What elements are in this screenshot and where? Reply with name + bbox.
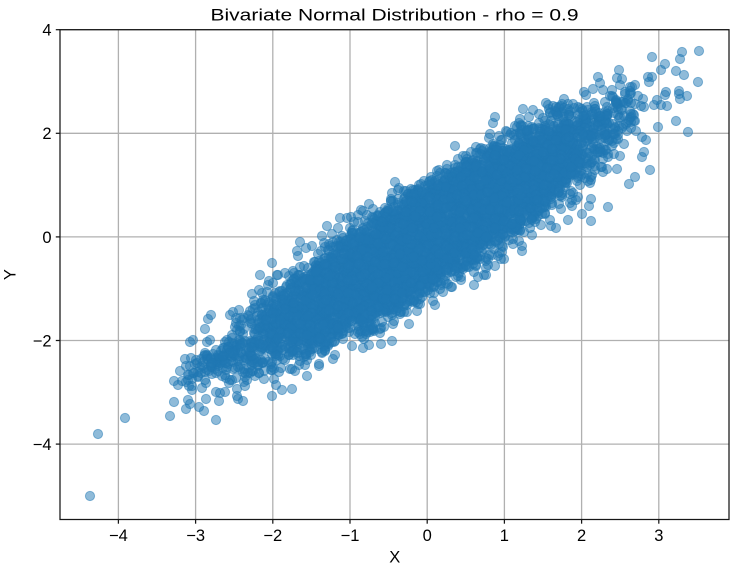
svg-text:−1: −1 xyxy=(341,527,360,545)
svg-text:−4: −4 xyxy=(109,527,128,545)
svg-text:Bivariate Normal Distribution: Bivariate Normal Distribution - rho = 0.… xyxy=(211,7,579,25)
svg-text:0: 0 xyxy=(42,229,51,247)
svg-text:−2: −2 xyxy=(33,332,52,350)
svg-text:3: 3 xyxy=(654,527,663,545)
svg-text:2: 2 xyxy=(42,125,51,143)
svg-text:−4: −4 xyxy=(33,436,52,454)
svg-text:2: 2 xyxy=(577,527,586,545)
svg-text:−3: −3 xyxy=(186,527,205,545)
svg-text:−2: −2 xyxy=(263,527,282,545)
svg-text:0: 0 xyxy=(423,527,432,545)
svg-text:Y: Y xyxy=(2,269,20,280)
svg-text:X: X xyxy=(389,549,400,567)
svg-text:4: 4 xyxy=(42,22,51,40)
svg-text:1: 1 xyxy=(500,527,509,545)
